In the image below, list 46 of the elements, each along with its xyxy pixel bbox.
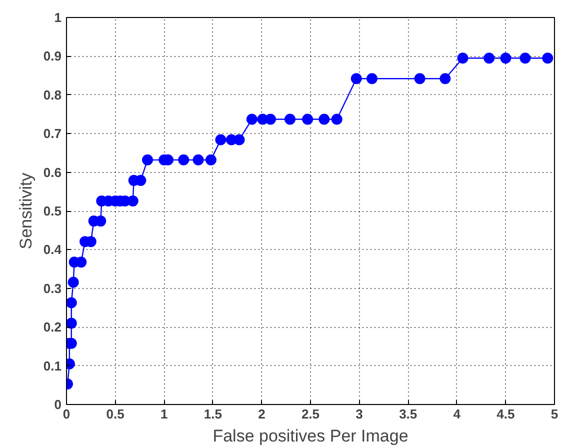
point [205,154,216,166]
x-tick-label: 3 [356,406,363,422]
point [302,114,314,125]
y-tick-label: 0.5 [43,204,62,218]
point [178,154,190,166]
y-tick-label: 0.6 [43,164,62,180]
point [318,114,330,125]
point [331,114,342,125]
x-tick-label: 2 [258,406,266,422]
point [234,134,245,146]
x-tick-label: 1 [160,406,168,422]
y-tick-label: 0.9 [43,48,62,64]
point [350,73,362,84]
point [66,318,77,329]
x-axis-title: False positives Per Image [212,426,408,446]
y-tick-label: 0 [54,397,62,412]
y-tick-label: 1 [54,10,62,25]
x-tick-label: 4.5 [496,406,515,422]
point [68,276,79,288]
point [284,114,296,125]
y-tick-label: 0.2 [43,320,62,335]
y-tick-label: 0.1 [43,358,62,374]
y-tick-label: 0.7 [43,126,62,142]
point [484,52,495,64]
point [520,52,531,64]
point [542,52,554,64]
x-tick-label: 4 [453,406,462,422]
point [142,154,154,166]
y-tick-label: 0.4 [43,242,62,258]
y-tick-label: 0.3 [43,280,62,296]
x-tick-label: 0.5 [106,406,124,422]
point [366,73,378,84]
point [66,297,77,308]
point [246,114,258,125]
x-tick-label: 2.5 [301,406,320,422]
y-tick-label: 0.8 [43,87,62,102]
point [457,52,468,64]
point [215,134,226,146]
point [440,73,451,84]
x-tick-label: 1.5 [204,406,222,422]
point [414,73,426,84]
y-axis-title: Sensitivity [16,172,36,250]
point [500,52,512,64]
x-tick-label: 3.5 [399,406,418,422]
x-tick-label: 5 [550,406,558,422]
point [192,154,204,166]
